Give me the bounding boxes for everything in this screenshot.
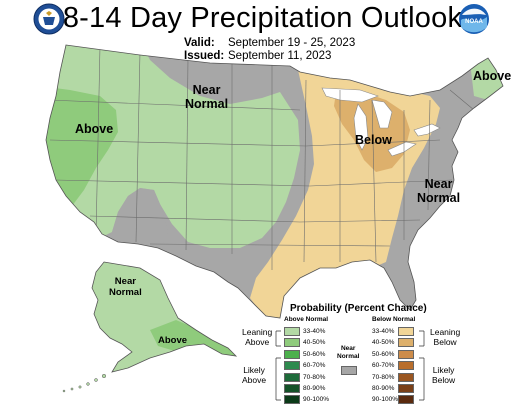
valid-label: Valid: [184, 37, 215, 49]
label-greatlakes-below: Below [355, 133, 392, 147]
valid-value: September 19 - 25, 2023 [228, 37, 356, 49]
legend-likely-above: Likely Above [242, 365, 267, 385]
legend-above-header: Above Normal [284, 316, 329, 323]
near-normal-wedge-nv [112, 188, 168, 250]
label-east-near-normal: Near Normal [417, 177, 461, 205]
alaska-above-zone [150, 320, 236, 360]
legend-below-swatch [398, 372, 414, 382]
legend-below-swatch [398, 384, 414, 393]
issued-row: Issued: September 11, 2023 [184, 50, 355, 63]
legend-below-swatch [398, 395, 414, 405]
legend-below-header: Below Normal [372, 316, 416, 323]
legend-leaning-above: Leaning Above [242, 327, 273, 347]
noaa-logo-icon: NOAA [459, 4, 489, 34]
legend-title: Probability (Percent Chance) [290, 303, 427, 314]
noaa-logo-text: NOAA [465, 19, 483, 25]
doc-seal-icon [33, 3, 65, 35]
legend-near-normal-swatch [341, 366, 357, 375]
great-lakes [321, 87, 441, 157]
legend-below-range-label: 60-70% [372, 362, 395, 370]
legend-below-swatch [398, 327, 414, 336]
legend-above-swatch [284, 372, 300, 382]
legend-above-swatch [284, 361, 300, 371]
legend-above-range-label: 33-40% [303, 328, 326, 335]
legend-above-swatch [284, 395, 300, 405]
legend-above-swatch [284, 384, 300, 393]
legend-below-range-label: 40-50% [372, 339, 395, 347]
legend-below-swatch [398, 338, 414, 348]
legend-below-range-label: 80-90% [372, 385, 395, 392]
legend-near-normal-label: Near Normal [337, 345, 360, 360]
legend-below-swatch [398, 349, 414, 359]
legend-above-range-label: 50-60% [303, 350, 326, 358]
legend-below-range-label: 50-60% [372, 350, 395, 358]
legend-below-range-label: 90-100% [372, 396, 399, 404]
page-title: 8-14 Day Precipitation Outlook [62, 2, 463, 34]
legend-above-range-label: 90-100% [303, 396, 330, 404]
legend-below-range-label: 33-40% [372, 328, 395, 335]
valid-row: Valid: September 19 - 25, 2023 [184, 37, 355, 50]
legend-leaning-below: Leaning Below [430, 327, 461, 347]
conus-outline [45, 44, 504, 319]
legend-above-range-label: 40-50% [303, 339, 326, 347]
label-alaska-above: Above [158, 335, 188, 346]
issued-value: September 11, 2023 [228, 50, 332, 62]
alaska-outline [91, 261, 238, 373]
label-west-above: Above [75, 122, 114, 136]
above-zone-west [46, 45, 300, 248]
legend-above-swatch [284, 349, 300, 359]
legend-above-range-label: 70-80% [303, 373, 326, 381]
date-info: Valid: September 19 - 25, 2023 Issued: Sep… [184, 37, 355, 63]
label-alaska-near-normal: Near Normal [109, 276, 142, 298]
aleutian-islands [62, 373, 107, 393]
legend-above-swatch [284, 327, 300, 336]
legend-above-swatch [284, 338, 300, 348]
label-maine-above: Above [473, 69, 512, 83]
legend-likely-below: Likely Below [432, 365, 456, 385]
legend-above-range-label: 80-90% [303, 385, 326, 392]
legend-below-range-label: 70-80% [372, 373, 395, 381]
legend-below-swatch [398, 361, 414, 371]
legend-above-range-label: 60-70% [303, 362, 326, 370]
issued-label: Issued: [184, 50, 225, 62]
label-north-near-normal: Near Normal [185, 83, 229, 111]
